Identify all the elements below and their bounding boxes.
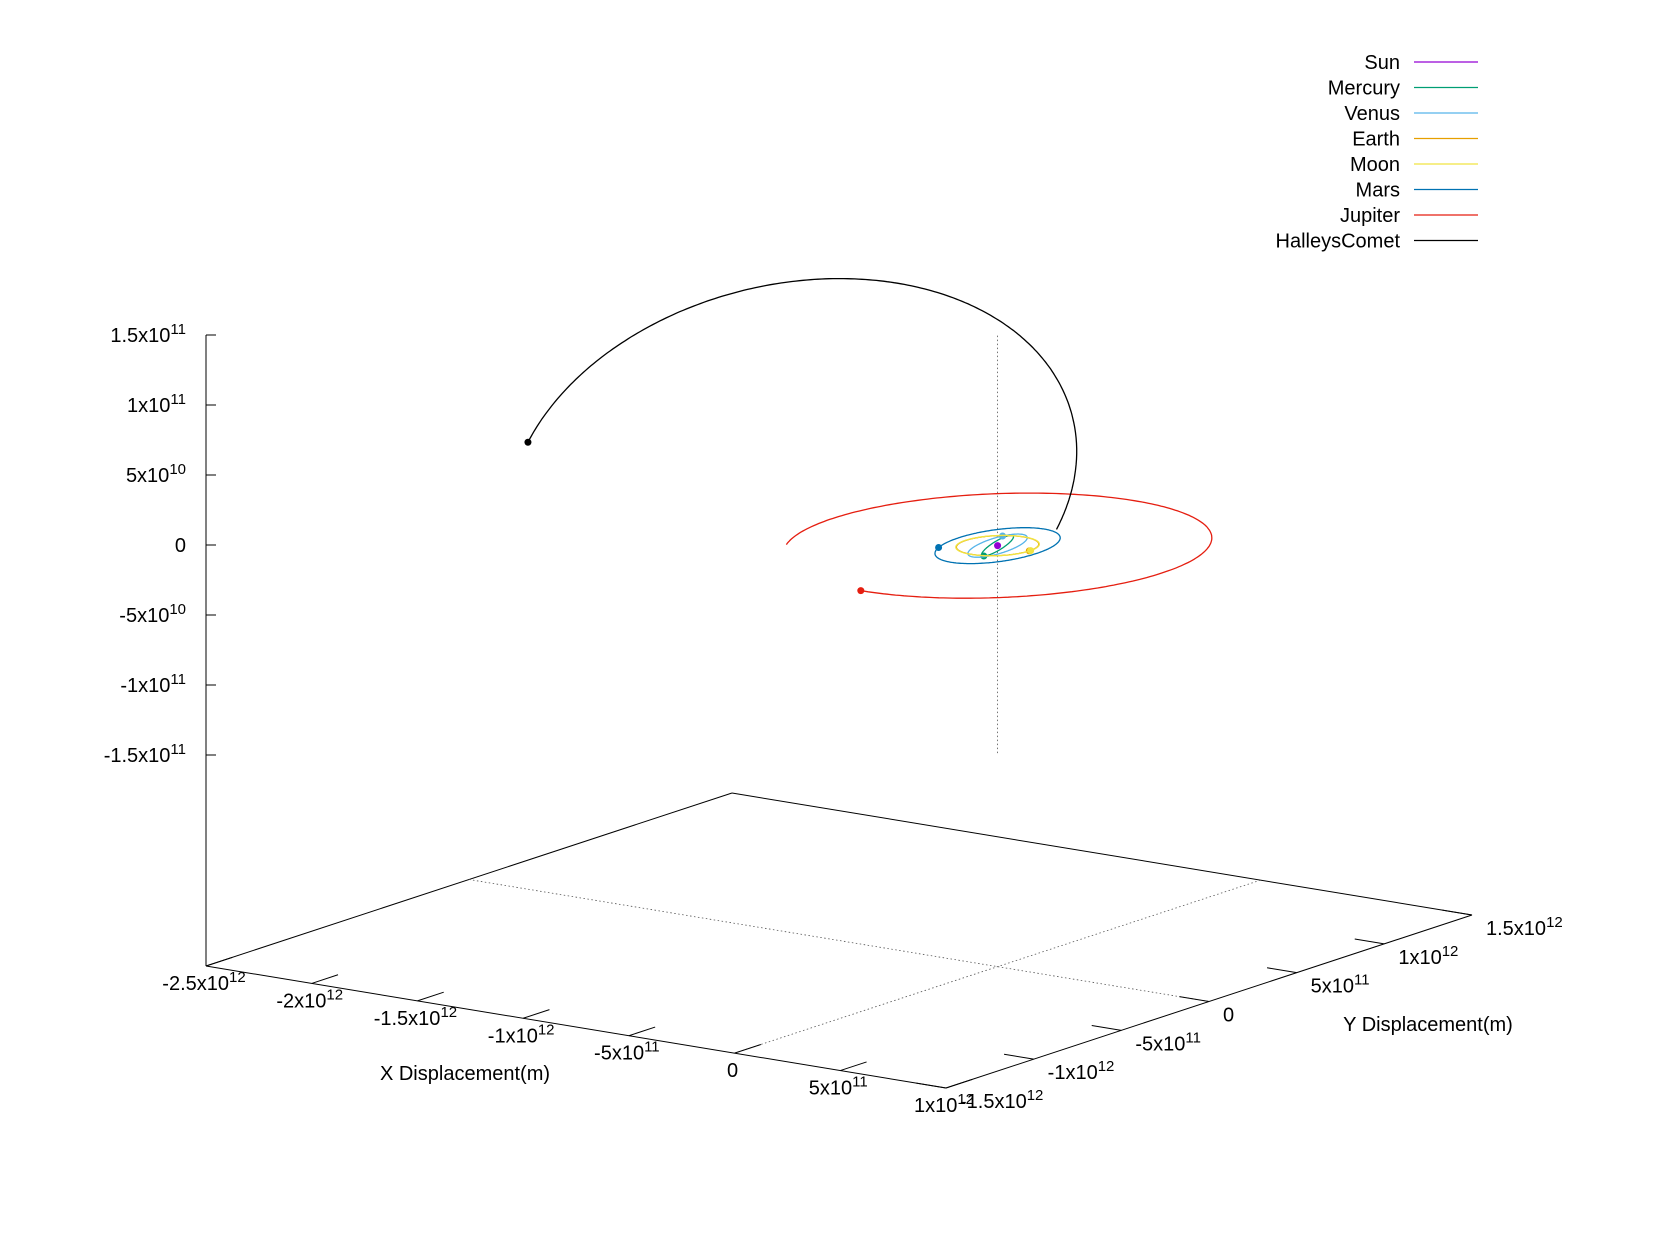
series-line-halleyscomet <box>527 277 1078 530</box>
x-tick <box>205 956 233 967</box>
y-tick-label: 0 <box>1223 1005 1234 1027</box>
y-tick-label: 1.5x1012 <box>1486 914 1563 940</box>
x-axis-label: X Displacement(m) <box>380 1063 550 1085</box>
x-tick-label: -1x1012 <box>488 1021 555 1047</box>
series-point-sun <box>994 542 1002 550</box>
y-tick-label: -1x1012 <box>1048 1058 1115 1084</box>
x-tick-label: -1.5x1012 <box>374 1004 457 1030</box>
series-marker-halleyscomet <box>524 438 532 446</box>
x-tick-label: 5x1011 <box>809 1074 868 1100</box>
x-axis-line <box>205 965 947 1089</box>
x-zero-line <box>734 879 1261 1054</box>
x-tick-label: 0 <box>727 1060 738 1082</box>
y-tick-label: 5x1011 <box>1311 972 1370 998</box>
legend-label: HalleysComet <box>1276 231 1401 253</box>
x-tick-label: -2x1012 <box>276 986 343 1012</box>
legend-label: Mars <box>1356 180 1400 202</box>
z-tick-label: -5x1010 <box>119 601 186 627</box>
x-tick <box>522 1009 550 1019</box>
y-tick <box>1442 909 1473 916</box>
y-tick <box>1091 1024 1122 1031</box>
x-tick <box>734 1044 762 1054</box>
series-marker-moon <box>1027 547 1035 555</box>
x-tick-label: -2.5x1012 <box>162 969 245 995</box>
z-tick-label: 5x1010 <box>126 461 186 487</box>
series-marker-jupiter <box>857 587 865 595</box>
z-tick-label: 0 <box>175 535 186 557</box>
y-tick <box>1179 996 1210 1002</box>
legend-label: Jupiter <box>1340 205 1400 227</box>
x-tick-label: -5x1011 <box>594 1039 660 1065</box>
legend-label: Sun <box>1364 52 1400 74</box>
y-tick <box>1266 967 1297 974</box>
series-marker-mars <box>935 544 943 552</box>
y-tick <box>916 1082 947 1089</box>
x-tick <box>628 1026 656 1037</box>
axes: 1.5x1011 1x1011 5x1010 0 -5x1010 -1x1011 -1.5x… <box>104 321 1563 1117</box>
series-line-moon <box>955 534 1040 557</box>
x-tick-label: 1x1012 <box>914 1091 974 1117</box>
x-tick <box>311 974 339 984</box>
z-tick-label: -1.5x1011 <box>104 741 186 767</box>
series-line-mars <box>934 527 1061 565</box>
x-tick <box>945 1078 973 1089</box>
x-tick <box>417 991 444 1002</box>
legend-label: Venus <box>1344 103 1400 125</box>
y-axis-label: Y Displacement(m) <box>1343 1014 1513 1036</box>
series-line-jupiter <box>785 492 1213 599</box>
legend-label: Mercury <box>1328 78 1400 100</box>
y-tick <box>1354 938 1385 945</box>
legend-label: Earth <box>1352 129 1400 151</box>
y-zero-line <box>468 879 1210 1002</box>
z-tick-label: -1x1011 <box>120 671 186 697</box>
y-tick-label: -5x1011 <box>1135 1029 1201 1055</box>
z-tick-label: 1.5x1011 <box>110 321 186 347</box>
x-tick <box>840 1061 867 1072</box>
z-tick-label: 1x1011 <box>127 391 186 417</box>
data-series <box>524 277 1213 599</box>
y-tick-label: 1x1012 <box>1398 943 1458 969</box>
y-tick-label: -1.5x1012 <box>960 1087 1043 1113</box>
legend-label: Moon <box>1350 154 1400 176</box>
y-tick <box>1003 1053 1034 1060</box>
back-edge-line <box>731 792 1473 916</box>
legend: Sun Mercury Venus Earth Moon Mars Jupiter Halle… <box>1276 52 1478 253</box>
